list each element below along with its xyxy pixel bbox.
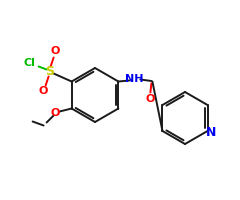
- Text: O: O: [51, 108, 60, 118]
- Text: O: O: [39, 86, 48, 97]
- Text: O: O: [146, 95, 155, 104]
- Text: Cl: Cl: [24, 58, 36, 68]
- Text: O: O: [51, 46, 60, 56]
- Text: S: S: [45, 65, 54, 78]
- Text: NH: NH: [125, 74, 144, 84]
- Text: N: N: [206, 126, 217, 139]
